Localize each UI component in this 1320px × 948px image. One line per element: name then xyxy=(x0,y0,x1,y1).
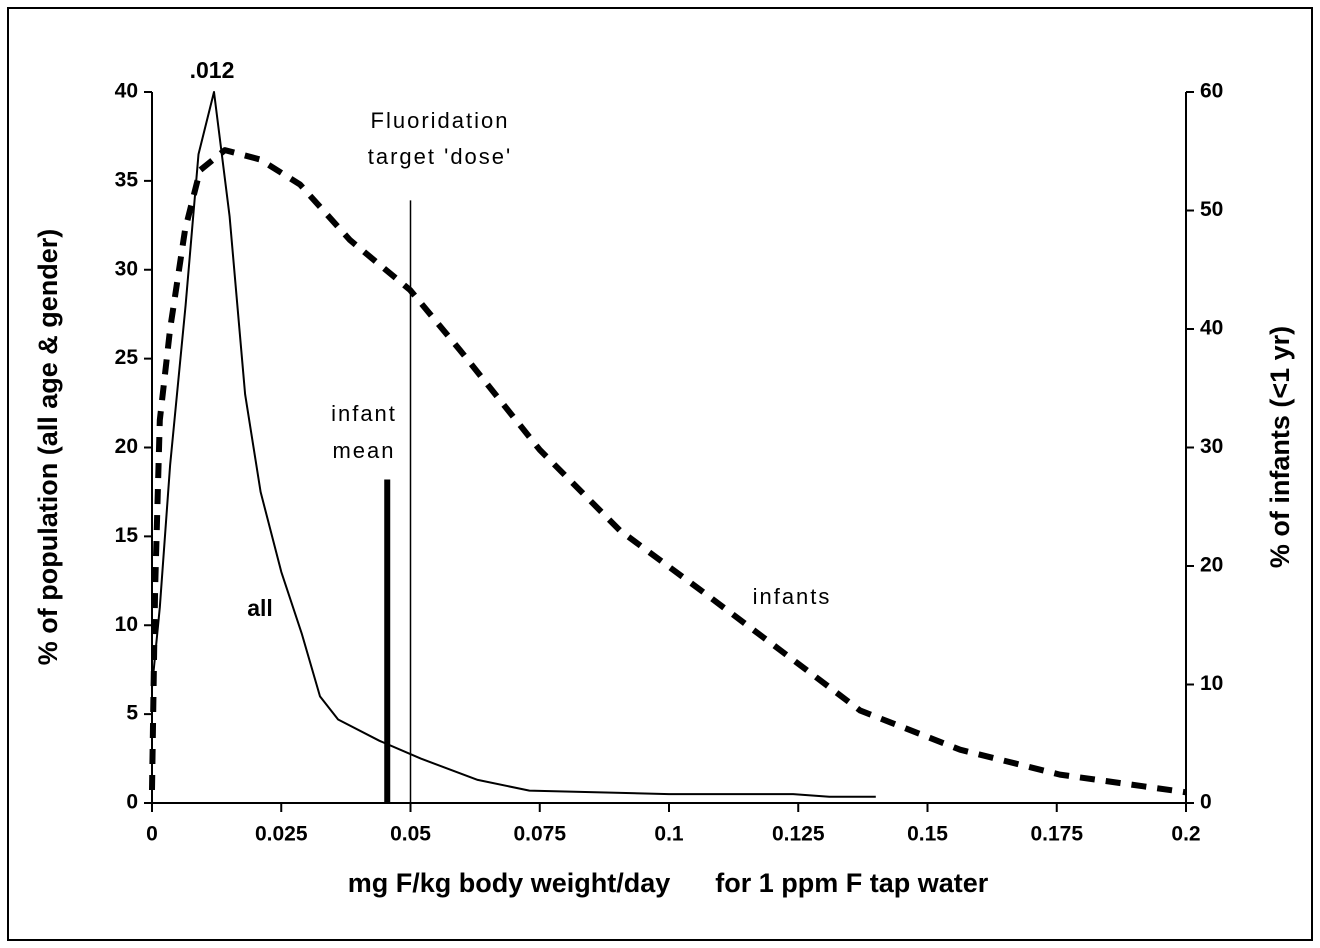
x-tick-label: 0.125 xyxy=(772,823,825,846)
y-tick-label: 20 xyxy=(115,435,138,458)
infants-line xyxy=(149,147,1187,796)
y-tick-label: 15 xyxy=(115,524,139,547)
x-axis-title: mg F/kg body weight/day for 1 ppm F tap … xyxy=(348,868,989,898)
y-tick-label: 35 xyxy=(115,168,139,191)
infant-mean-bar xyxy=(384,479,391,803)
y2-tick-label: 50 xyxy=(1200,198,1223,221)
x-tick-label: 0.025 xyxy=(255,823,308,846)
y-tick-label: 30 xyxy=(115,257,138,280)
y-axis-title: % of population (all age & gender) xyxy=(33,229,63,666)
series-label: all xyxy=(247,595,273,621)
x-tick-label: 0.175 xyxy=(1030,823,1083,846)
x-tick-label: 0 xyxy=(146,823,158,846)
y2-tick-label: 10 xyxy=(1200,672,1223,695)
y2-tick-label: 20 xyxy=(1200,554,1223,577)
peak-label: .012 xyxy=(190,57,235,83)
y-tick-label: 10 xyxy=(115,613,138,636)
frame xyxy=(7,7,1313,941)
y2-tick-label: 30 xyxy=(1200,435,1223,458)
marker-label: infant xyxy=(331,401,397,426)
y2-tick-label: 0 xyxy=(1200,791,1212,814)
marker-label: mean xyxy=(332,438,395,463)
y2-tick-label: 60 xyxy=(1200,80,1223,103)
x-tick-label: 0.1 xyxy=(654,823,684,846)
y-tick-label: 5 xyxy=(126,702,138,725)
x-tick-label: 0.15 xyxy=(907,823,948,846)
y2-axis-title: % of infants (<1 yr) xyxy=(1265,326,1295,568)
series-label: infants xyxy=(753,584,832,609)
y2-tick-label: 40 xyxy=(1200,317,1223,340)
all-line xyxy=(151,91,876,798)
x-tick-label: 0.05 xyxy=(390,823,431,846)
y-tick-label: 0 xyxy=(126,791,138,814)
x-tick-label: 0.075 xyxy=(513,823,566,846)
y-tick-label: 40 xyxy=(115,80,138,103)
x-tick-label: 0.2 xyxy=(1171,823,1200,846)
marker-label: target 'dose' xyxy=(368,144,512,169)
marker-label: Fluoridation xyxy=(371,108,510,133)
y-tick-label: 25 xyxy=(115,346,139,369)
